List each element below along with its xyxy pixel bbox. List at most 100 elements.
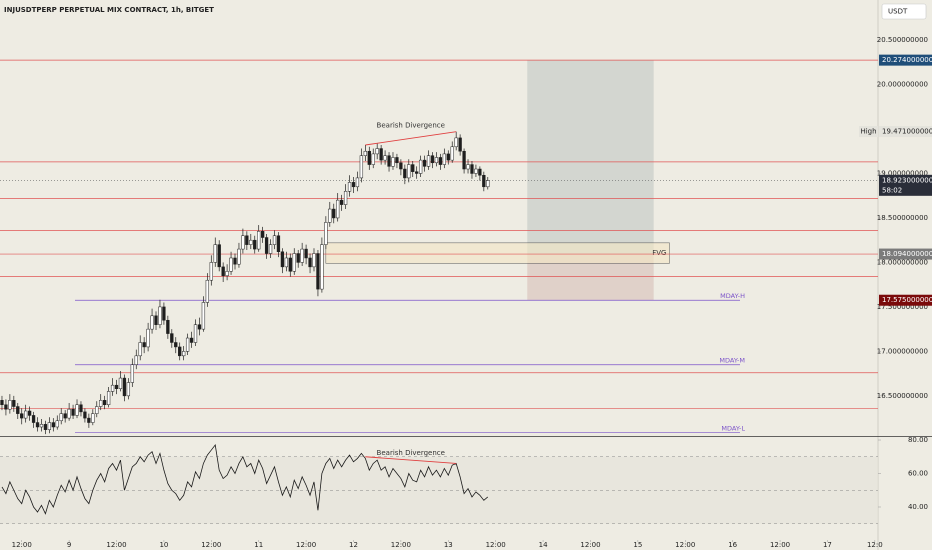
x-tick-label: 12:0	[867, 541, 883, 549]
position-profit	[527, 60, 654, 255]
candle-body	[486, 180, 490, 188]
currency-label[interactable]: USDT	[888, 8, 908, 16]
candle-body	[35, 422, 40, 428]
candle-body	[122, 377, 127, 397]
candle-body	[158, 306, 162, 325]
y-tick-label: 17.500000000	[877, 303, 928, 311]
x-tick-label: 12:00	[296, 541, 316, 549]
candle-body	[201, 302, 206, 330]
candle-body	[403, 168, 407, 179]
candle-body	[83, 411, 87, 419]
candle-body	[383, 155, 387, 161]
current-badge	[879, 174, 932, 196]
candle-body	[280, 251, 285, 268]
candle-body	[272, 235, 277, 245]
candle-body	[47, 422, 52, 430]
candle-body	[415, 171, 419, 174]
candle-body	[292, 253, 296, 272]
current-badge-text: 18.923000000	[882, 176, 932, 184]
candle-body	[458, 137, 462, 152]
candle-body	[79, 404, 83, 413]
candle-body	[328, 208, 332, 223]
candle-body	[470, 164, 474, 174]
level-badge-text: 20.274000000	[882, 56, 932, 64]
x-tick-label: 9	[67, 541, 71, 549]
currency-button[interactable]	[881, 3, 927, 20]
y-tick-label: 18.000000000	[877, 258, 928, 266]
candle-body	[438, 157, 443, 165]
candle-body	[67, 408, 71, 419]
candle-body	[351, 182, 356, 188]
high-tag	[859, 126, 878, 138]
candle-body	[237, 248, 241, 265]
candle-body	[418, 159, 423, 174]
candle-body	[103, 400, 107, 406]
x-tick-label: 10	[159, 541, 168, 549]
candle-body	[454, 137, 458, 148]
mday-badge-text: 17.575000000	[882, 296, 932, 304]
candle-body	[264, 237, 269, 254]
candle-body	[150, 315, 154, 330]
level-badge	[879, 54, 932, 66]
x-tick-label: 13	[444, 541, 453, 549]
candle-body	[95, 406, 99, 414]
y-tick-label: 20.000000000	[877, 81, 928, 89]
candle-body	[339, 199, 344, 205]
candle-body	[205, 279, 210, 303]
candle-body	[229, 257, 233, 272]
candle-body	[442, 153, 446, 165]
candle-body	[193, 324, 198, 343]
x-tick-label: 12:00	[106, 541, 126, 549]
candle-body	[379, 148, 383, 161]
candle-body	[466, 164, 470, 170]
candle-body	[474, 168, 478, 174]
candle-body	[209, 262, 213, 281]
high-badge-text: 19.471000000	[882, 128, 932, 136]
level-badge-text: 18.094000000	[882, 250, 932, 258]
y-tick-label: 18.500000000	[877, 214, 928, 222]
rsi-tick-label: 80.00	[908, 436, 928, 444]
candle-body	[178, 346, 182, 357]
y-tick-label: 16.500000000	[877, 392, 928, 400]
candle-body	[367, 150, 371, 165]
candle-body	[422, 159, 427, 167]
candle-body	[296, 253, 300, 263]
candle-body	[138, 342, 142, 357]
candle-body	[182, 351, 186, 357]
candle-body	[110, 384, 115, 392]
candle-body	[268, 244, 273, 254]
candle-body	[387, 155, 391, 167]
candle-body	[276, 235, 281, 252]
x-tick-label: 15	[633, 541, 642, 549]
candle-body	[253, 239, 257, 250]
candle-body	[407, 164, 411, 179]
candle-body	[12, 400, 16, 407]
candle-body	[336, 199, 340, 219]
rsi-divergence-label: Bearish Divergence	[377, 449, 445, 457]
candle-body	[343, 191, 348, 205]
chart-title: INJUSDTPERP PERPETUAL MIX CONTRACT, 1h, …	[4, 6, 214, 14]
x-tick-label: 12:00	[12, 541, 32, 549]
candle-body	[395, 157, 399, 164]
x-tick-label: 12:00	[391, 541, 411, 549]
mday-label: MDAY-H	[720, 292, 745, 300]
x-tick-label: 12:00	[675, 541, 695, 549]
candle-body	[324, 222, 328, 245]
candle-body	[241, 235, 245, 250]
high-badge	[879, 126, 932, 138]
candle-body	[478, 168, 482, 176]
x-tick-label: 16	[728, 541, 737, 549]
candle-body	[71, 408, 75, 416]
candle-body	[99, 400, 103, 407]
candle-body	[217, 244, 221, 268]
rsi-divergence-line	[365, 456, 457, 464]
divergence-label: Bearish Divergence	[377, 122, 445, 130]
candle-body	[450, 146, 454, 161]
fvg-label: FVG	[652, 249, 666, 257]
x-tick-label: 12:00	[770, 541, 790, 549]
candle-body	[434, 157, 439, 164]
candle-body	[75, 404, 79, 416]
candle-body	[162, 306, 166, 321]
candle-body	[426, 155, 431, 167]
